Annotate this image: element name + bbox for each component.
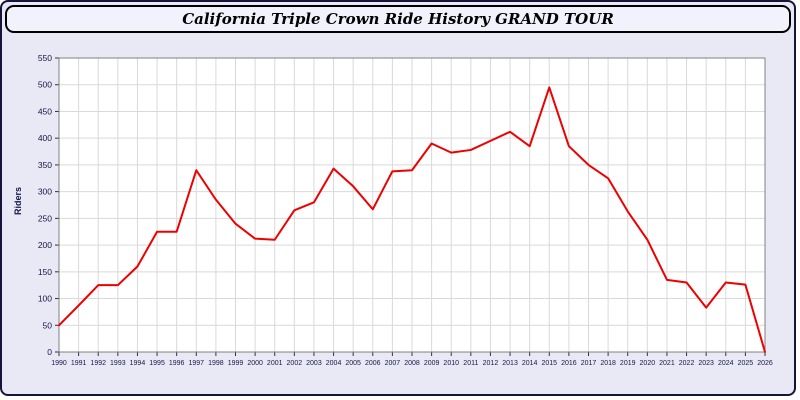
svg-text:100: 100 (38, 294, 52, 304)
svg-text:2016: 2016 (561, 360, 577, 367)
svg-text:250: 250 (38, 213, 52, 223)
chart-title: California Triple Crown Ride History GRA… (182, 10, 614, 28)
svg-text:2024: 2024 (718, 360, 734, 367)
svg-text:2019: 2019 (620, 360, 636, 367)
svg-text:2008: 2008 (404, 360, 420, 367)
svg-text:50: 50 (43, 320, 53, 330)
svg-text:400: 400 (38, 133, 52, 143)
svg-text:200: 200 (38, 240, 52, 250)
svg-text:2025: 2025 (738, 360, 754, 367)
svg-text:2006: 2006 (365, 360, 381, 367)
svg-text:2014: 2014 (522, 360, 538, 367)
svg-text:2021: 2021 (659, 360, 675, 367)
svg-text:350: 350 (38, 160, 52, 170)
svg-text:2023: 2023 (698, 360, 714, 367)
svg-text:1993: 1993 (110, 360, 126, 367)
series-line-riders (58, 86, 766, 353)
svg-text:1990: 1990 (51, 360, 67, 367)
svg-text:2000: 2000 (247, 360, 263, 367)
svg-text:2004: 2004 (326, 360, 342, 367)
svg-text:550: 550 (38, 53, 52, 63)
grid-vertical (58, 58, 766, 352)
svg-text:450: 450 (38, 106, 52, 116)
svg-text:2020: 2020 (640, 360, 656, 367)
plot-border (58, 57, 766, 353)
svg-text:2013: 2013 (502, 360, 518, 367)
svg-text:2011: 2011 (463, 360, 478, 367)
svg-text:2017: 2017 (581, 360, 597, 367)
svg-text:2015: 2015 (541, 360, 557, 367)
svg-text:1995: 1995 (149, 360, 165, 367)
svg-text:2002: 2002 (287, 360, 303, 367)
svg-text:2012: 2012 (483, 360, 499, 367)
svg-text:1997: 1997 (188, 360, 204, 367)
svg-text:1996: 1996 (169, 360, 185, 367)
svg-text:2018: 2018 (600, 360, 616, 367)
svg-text:1998: 1998 (208, 360, 224, 367)
svg-text:300: 300 (38, 187, 52, 197)
svg-text:2007: 2007 (385, 360, 401, 367)
y-tick-labels: 0 50 100 150 200 250 300 350 400 450 500 550 (38, 53, 59, 357)
svg-text:2022: 2022 (679, 360, 695, 367)
ride-history-line-chart: 0 50 100 150 200 250 300 350 400 450 500 550 1990 199… (38, 53, 773, 367)
window-title-bar: California Triple Crown Ride History GRA… (5, 5, 791, 33)
svg-text:0: 0 (47, 347, 52, 357)
svg-text:1999: 1999 (228, 360, 244, 367)
svg-text:2001: 2001 (267, 360, 283, 367)
svg-text:150: 150 (38, 267, 52, 277)
svg-text:2003: 2003 (306, 360, 322, 367)
svg-text:2010: 2010 (443, 360, 459, 367)
svg-text:500: 500 (38, 80, 52, 90)
x-tick-labels: 1990 1991 1992 1993 1994 1995 1996 1997 1998 1999… (51, 352, 773, 367)
svg-text:2026: 2026 (757, 360, 773, 367)
chart-panel: Riders 0 50 100 150 200 250 300 350 400 450 500 550… (2, 36, 794, 394)
svg-text:2009: 2009 (424, 360, 440, 367)
svg-text:1991: 1991 (71, 360, 87, 367)
svg-text:1992: 1992 (90, 360, 106, 367)
svg-text:2005: 2005 (345, 360, 361, 367)
svg-text:1994: 1994 (130, 360, 146, 367)
